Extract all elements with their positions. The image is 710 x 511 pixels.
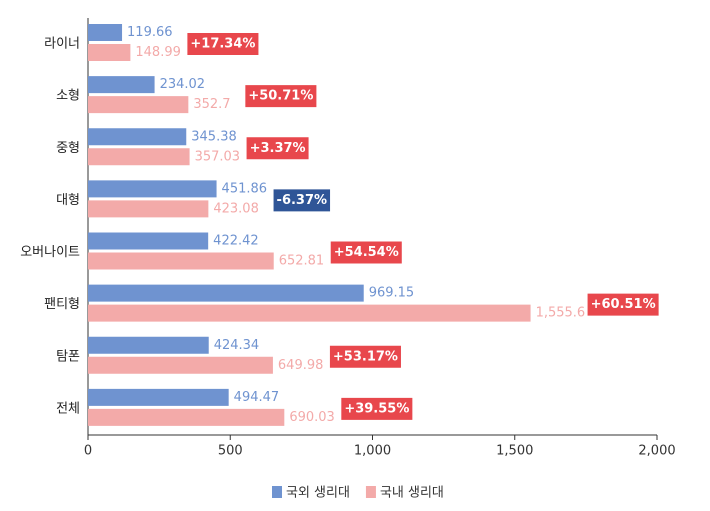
change-annotation: +17.34% xyxy=(187,33,259,55)
category-label: 오버나이트 xyxy=(20,245,80,260)
change-annotation: +53.17% xyxy=(329,345,401,368)
value-label: 234.02 xyxy=(160,77,206,92)
value-label: 423.08 xyxy=(213,201,259,216)
value-label: 969.15 xyxy=(369,286,415,301)
annotation-bg xyxy=(329,345,401,368)
x-tick-label: 0 xyxy=(84,444,92,459)
value-label: 1,555.6 xyxy=(536,306,586,321)
annotation-text: +39.55% xyxy=(344,401,409,416)
annotation-bg xyxy=(245,85,317,108)
bar xyxy=(88,232,209,250)
bar xyxy=(88,44,131,61)
annotation-text: +50.71% xyxy=(248,89,313,104)
annotation-bg xyxy=(341,397,413,420)
annotation-text: +54.54% xyxy=(334,245,399,260)
value-label: 451.86 xyxy=(222,181,268,196)
value-label: 494.47 xyxy=(234,390,279,405)
category-label: 중형 xyxy=(56,141,80,156)
category-label: 탐폰 xyxy=(56,349,80,364)
legend: 국외 생리대 국내 생리대 xyxy=(272,486,444,501)
bar xyxy=(88,304,531,322)
category-label: 대형 xyxy=(56,193,80,208)
change-annotation: +50.71% xyxy=(245,85,317,108)
annotation-text: +3.37% xyxy=(250,141,306,156)
annotation-bg xyxy=(273,189,331,212)
category-label: 전체 xyxy=(56,401,80,416)
bar xyxy=(88,76,155,94)
change-annotation: +3.37% xyxy=(246,137,309,160)
bar xyxy=(88,96,189,114)
bar xyxy=(88,408,285,426)
legend-label: 국내 생리대 xyxy=(380,486,444,501)
annotation-bg xyxy=(246,137,309,160)
value-label: 422.42 xyxy=(213,234,259,249)
annotation-text: +53.17% xyxy=(333,349,398,364)
bar xyxy=(88,284,364,302)
bar xyxy=(88,252,274,270)
bar xyxy=(88,356,273,374)
value-label: 357.03 xyxy=(195,149,241,164)
value-label: 649.98 xyxy=(278,358,324,373)
value-label: 424.34 xyxy=(214,338,260,353)
annotation-bg xyxy=(587,293,659,316)
bar xyxy=(88,336,209,354)
category-label: 라이너 xyxy=(44,37,80,52)
value-label: 148.99 xyxy=(135,45,181,60)
category-label: 소형 xyxy=(56,89,80,104)
x-tick-label: 1,500 xyxy=(496,444,533,459)
value-label: 345.38 xyxy=(191,129,237,144)
bar xyxy=(88,128,187,146)
annotation-text: +60.51% xyxy=(591,297,656,312)
annotation-text: -6.37% xyxy=(277,193,328,208)
annotation-bg xyxy=(187,33,259,55)
change-annotation: +39.55% xyxy=(341,397,413,420)
x-tick-label: 1,000 xyxy=(354,444,391,459)
x-tick-label: 500 xyxy=(218,444,243,459)
annotation-text: +17.34% xyxy=(190,37,255,52)
value-label: 652.81 xyxy=(279,254,325,269)
bar xyxy=(88,180,217,198)
value-label: 352.7 xyxy=(193,97,230,112)
change-annotation: +60.51% xyxy=(587,293,659,316)
annotation-bg xyxy=(330,241,402,264)
x-tick-label: 2,000 xyxy=(638,444,675,459)
category-label: 팬티형 xyxy=(44,297,80,312)
bar xyxy=(88,200,209,218)
bar xyxy=(88,388,229,406)
value-label: 690.03 xyxy=(289,410,335,425)
bar xyxy=(88,24,123,41)
legend-swatch xyxy=(272,486,282,498)
change-annotation: -6.37% xyxy=(273,189,331,212)
legend-swatch xyxy=(365,486,376,498)
bar xyxy=(88,148,190,166)
value-label: 119.66 xyxy=(127,25,173,40)
legend-label: 국외 생리대 xyxy=(286,486,350,501)
change-annotation: +54.54% xyxy=(330,241,402,264)
